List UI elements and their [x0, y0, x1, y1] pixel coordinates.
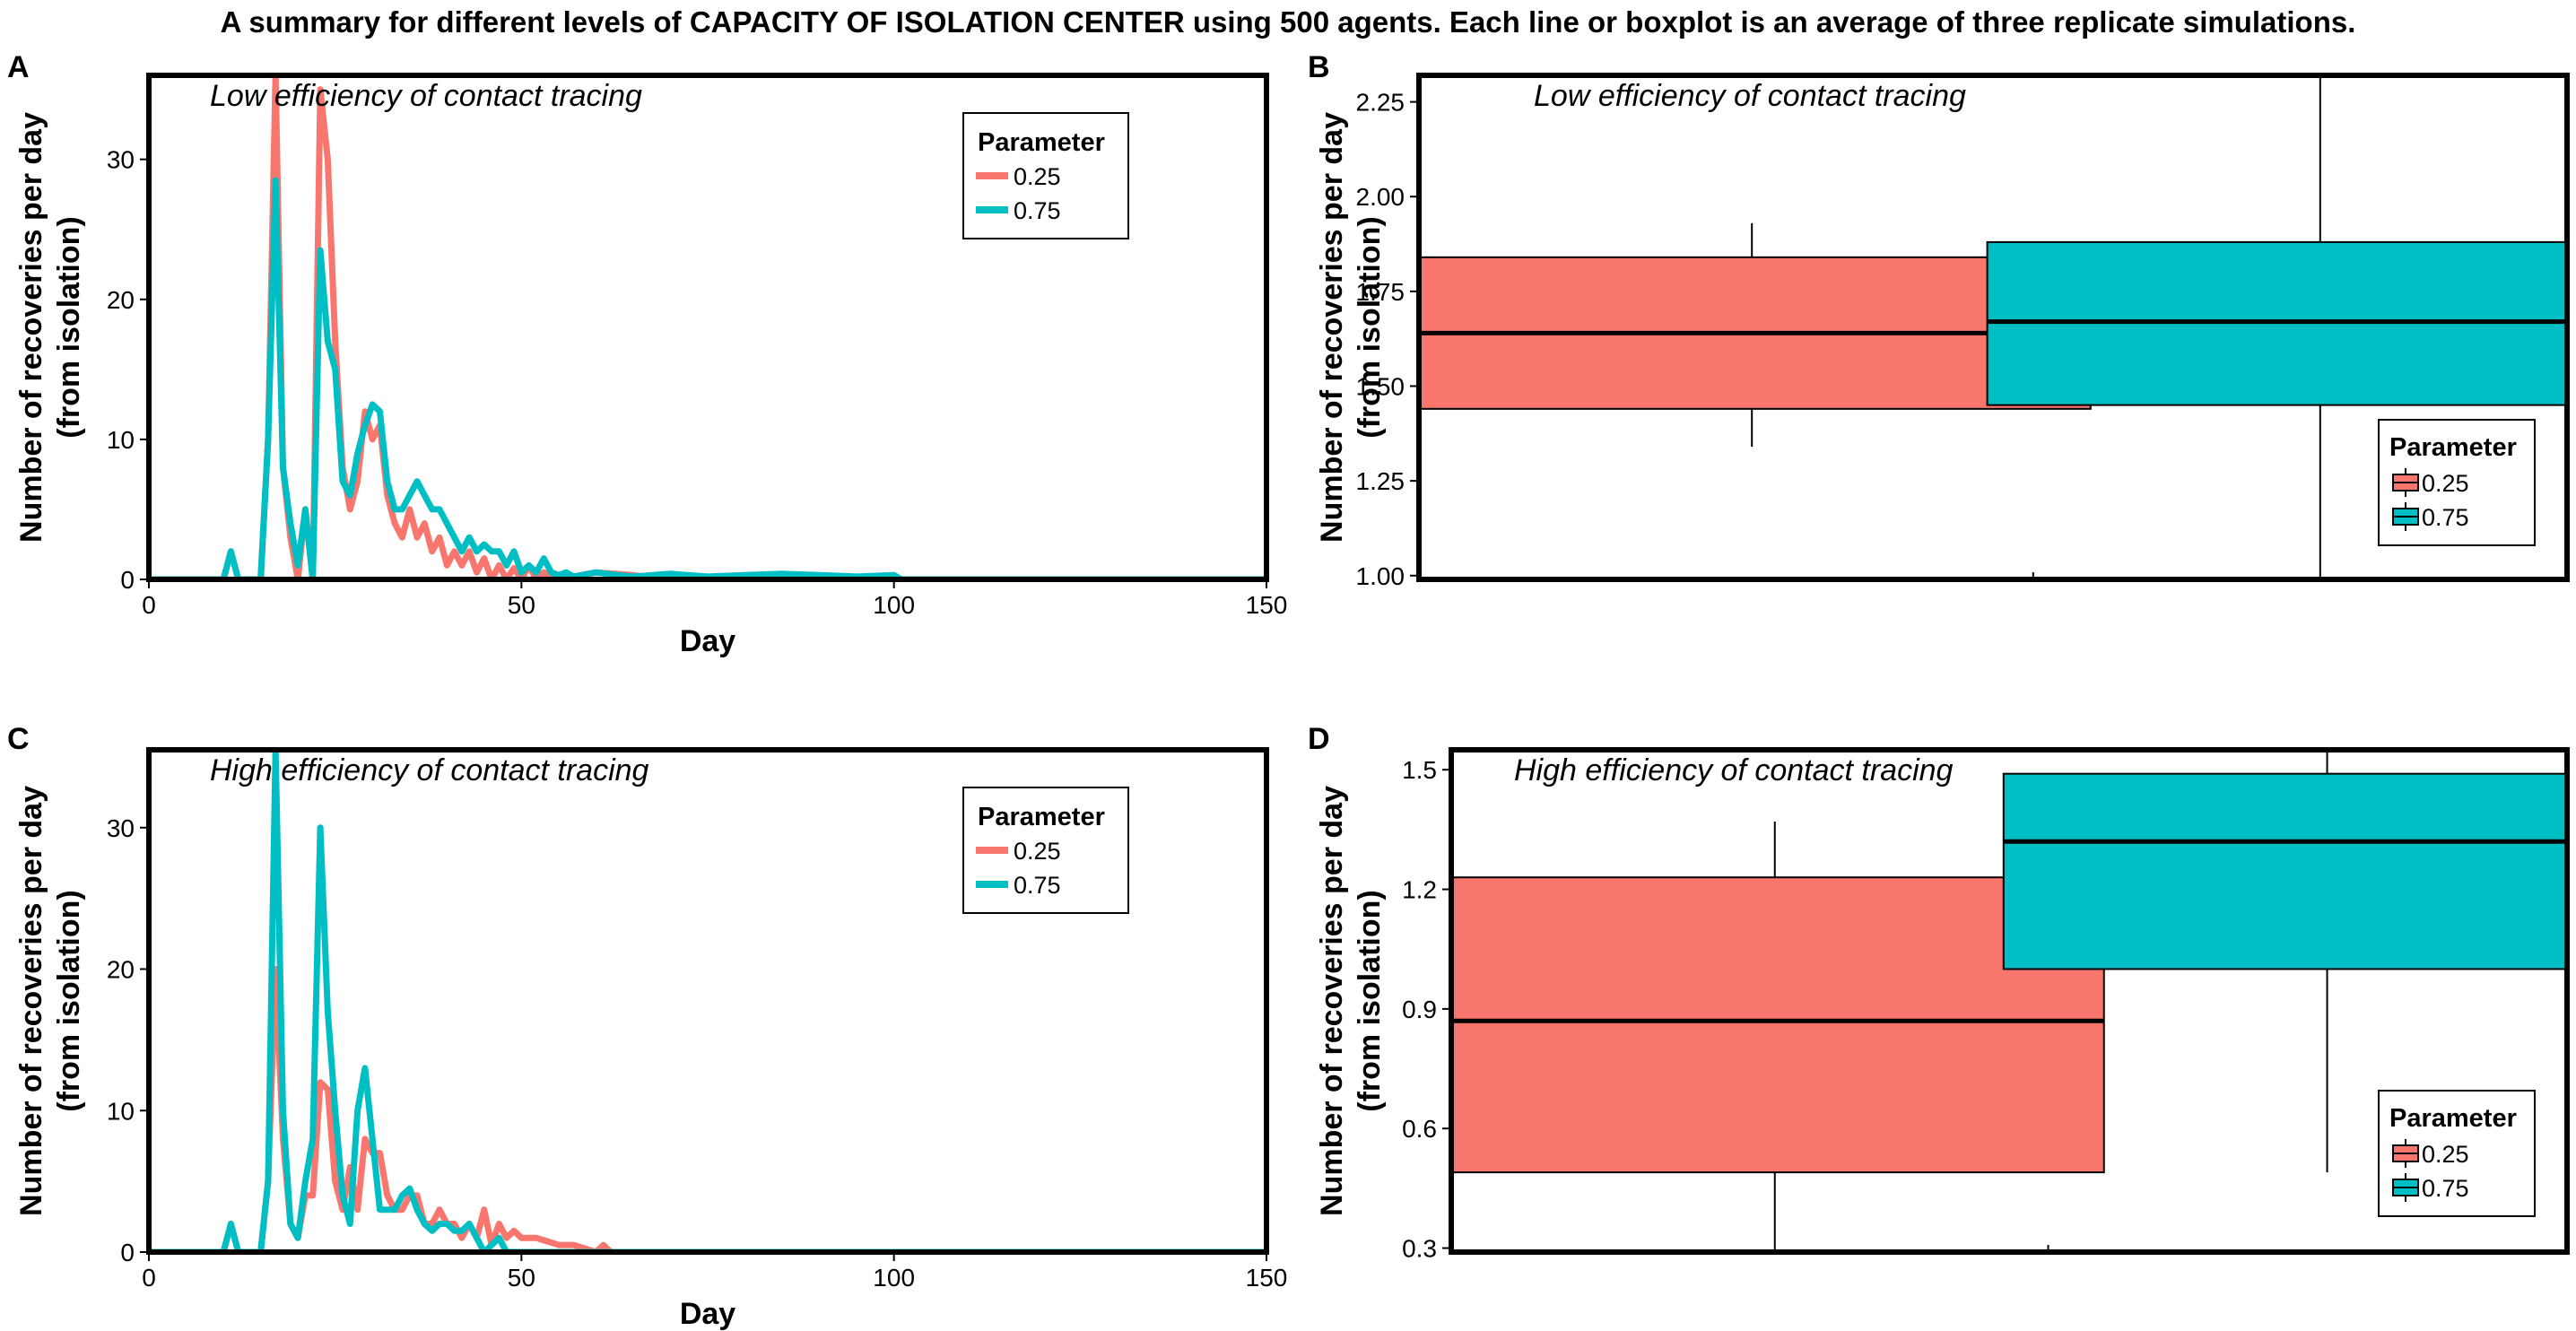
- legend-box: [962, 787, 1129, 914]
- y-axis-label: Number of recoveries per day (from isolat…: [14, 112, 86, 543]
- y-tick-label: 1.50: [1356, 372, 1405, 400]
- annotation: High efficiency of contact tracing: [1514, 753, 1954, 787]
- plot-frame: [1449, 747, 2570, 1255]
- x-tick-label: 0: [142, 1264, 156, 1292]
- y-axis-label-line: Number of recoveries per day: [14, 112, 48, 543]
- y-tick-label: 1.25: [1356, 467, 1405, 495]
- legend-label-0.75: 0.75: [2422, 1175, 2469, 1202]
- x-tick-label: 50: [508, 591, 535, 619]
- panel-label-d: D: [1308, 722, 1330, 756]
- box-0.75: [1986, 75, 2567, 579]
- y-axis-label-line: (from isolation): [52, 216, 86, 438]
- legend-label-0.75: 0.75: [1014, 197, 1061, 224]
- y-tick-label: 2.25: [1356, 89, 1405, 117]
- plot-frame: [1416, 73, 2570, 582]
- x-axis-label: Day: [680, 1297, 735, 1331]
- y-axis-label: Number of recoveries per day (from isolat…: [1315, 112, 1387, 543]
- y-tick-label: 1.75: [1356, 278, 1405, 306]
- y-tick-label: 0.3: [1402, 1235, 1437, 1263]
- y-axis-label-line: (from isolation): [1353, 216, 1387, 438]
- plot-frame: [146, 73, 1269, 582]
- y-tick-label: 30: [107, 146, 135, 174]
- x-tick-label: 100: [873, 591, 915, 619]
- y-tick-label: 20: [107, 956, 135, 984]
- legend-label-0.25: 0.25: [1014, 838, 1061, 865]
- y-axis-label-line: Number of recoveries per day: [1315, 786, 1349, 1216]
- y-tick-label: 10: [107, 426, 135, 454]
- x-tick-label: 150: [1246, 591, 1288, 619]
- legend-panel-c: Parameter 0.25 0.75: [962, 787, 1129, 914]
- x-tick-label: 50: [508, 1264, 535, 1292]
- y-axis-label: Number of recoveries per day (from isolat…: [1315, 786, 1387, 1216]
- y-tick-label: 10: [107, 1097, 135, 1125]
- x-tick-label: 0: [142, 591, 156, 619]
- y-tick-label: 1.5: [1402, 756, 1437, 784]
- annotation: High efficiency of contact tracing: [210, 753, 649, 787]
- y-tick-label: 0.9: [1402, 996, 1437, 1023]
- legend-label-0.25: 0.25: [2422, 1141, 2469, 1168]
- y-tick-label: 0.6: [1402, 1115, 1437, 1143]
- x-tick-label: 100: [873, 1264, 915, 1292]
- box-iqr: [1451, 876, 2105, 1174]
- legend-label-0.75: 0.75: [1014, 872, 1061, 899]
- legend-title: Parameter: [978, 803, 1105, 831]
- panel-c: 0 10 20 30 Number of recoveries per day (from…: [14, 747, 1288, 1331]
- legend-label-0.25: 0.25: [1014, 163, 1061, 190]
- box-0.75: [2002, 750, 2567, 1173]
- box-0.25: [1419, 222, 2092, 448]
- y-axis-label-line: (from isolation): [52, 890, 86, 1111]
- figure-title: A summary for different levels of CAPACI…: [220, 5, 2356, 39]
- y-axis-label-line: Number of recoveries per day: [1315, 112, 1349, 543]
- y-axis-label-line: (from isolation): [1353, 890, 1387, 1111]
- panel-d: 0.3 0.6 0.9 1.2 1.5 Number of recoveries per …: [1315, 747, 2570, 1263]
- legend-title: Parameter: [2389, 1104, 2517, 1133]
- legend-label-0.25: 0.25: [2422, 470, 2469, 497]
- series-line-0.75: [149, 750, 1266, 1252]
- plot-frame: [146, 747, 1269, 1255]
- y-tick-label: 1.00: [1356, 562, 1405, 590]
- y-tick-label: 0: [120, 1239, 135, 1266]
- y-tick-label: 0: [120, 566, 135, 594]
- panel-label-b: B: [1308, 50, 1330, 84]
- x-axis-label: Day: [680, 624, 735, 658]
- box-iqr: [2002, 772, 2567, 970]
- legend-panel-d: Parameter 0.25 0.75: [2378, 1090, 2536, 1217]
- annotation: Low efficiency of contact tracing: [210, 79, 642, 113]
- y-tick-label: 30: [107, 814, 135, 842]
- annotation: Low efficiency of contact tracing: [1534, 79, 1966, 113]
- x-tick-label: 150: [1246, 1264, 1288, 1292]
- legend-label-0.75: 0.75: [2422, 504, 2469, 531]
- panel-a: 0 10 20 30 Number of recoveries per day (from…: [14, 73, 1288, 658]
- y-tick-label: 20: [107, 286, 135, 314]
- panel-label-c: C: [7, 722, 30, 756]
- y-axis-label: Number of recoveries per day (from isolat…: [14, 786, 86, 1216]
- panel-label-a: A: [7, 50, 30, 84]
- y-axis-label-line: Number of recoveries per day: [14, 786, 48, 1216]
- box-0.25: [1451, 822, 2105, 1252]
- legend-panel-b: Parameter 0.25 0.75: [2378, 419, 2536, 546]
- legend-title: Parameter: [978, 128, 1105, 157]
- y-tick-label: 1.2: [1402, 876, 1437, 904]
- y-tick-label: 2.00: [1356, 183, 1405, 211]
- series-line-0.75: [149, 177, 1266, 579]
- legend-panel-a: Parameter 0.25 0.75: [962, 112, 1129, 239]
- legend-title: Parameter: [2389, 433, 2517, 462]
